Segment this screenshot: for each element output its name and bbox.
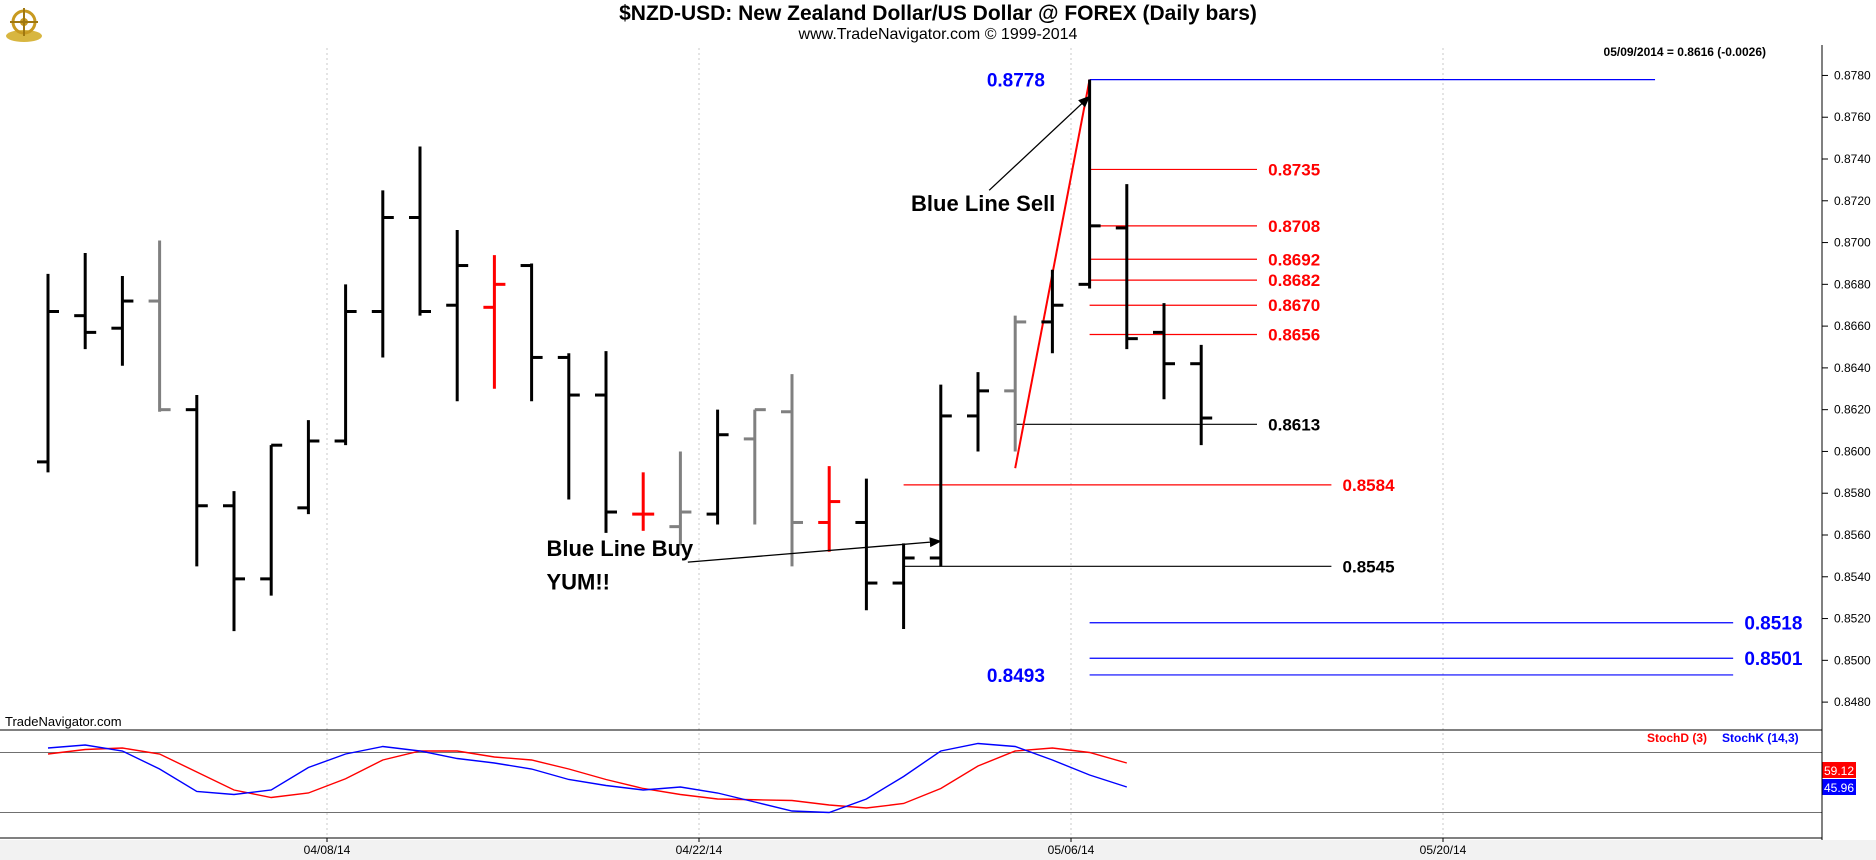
level-label: 0.8584 [1343,476,1396,495]
ohlc-bar [74,253,97,350]
annotation-arrow [687,537,942,563]
ohlc-bar [1153,303,1175,400]
level-label: 0.8656 [1268,325,1320,344]
level-label: 0.8682 [1268,271,1320,290]
stoch-d-value-badge [1822,762,1856,778]
ohlc-bar [818,466,841,552]
annotation-text: Blue Line Buy [546,536,693,561]
y-tick-label: 0.8600 [1834,444,1871,458]
level-label: 0.8778 [987,71,1045,92]
y-tick-label: 0.8660 [1834,319,1871,333]
level-label: 0.8493 [987,666,1045,687]
y-tick-label: 0.8700 [1834,236,1871,250]
level-label: 0.8708 [1268,217,1320,236]
y-tick-label: 0.8760 [1834,110,1871,124]
last-value-readout: 05/09/2014 = 0.8616 (-0.0026) [1604,45,1766,59]
y-tick-label: 0.8680 [1834,277,1871,291]
level-label: 0.8545 [1343,557,1395,576]
ohlc-bar [148,240,171,412]
panel-frame [0,45,1823,840]
ohlc-bars [37,79,1213,632]
stochastic-oscillator: StochD (3) StochK (14,3) 59.12 45.96 [0,731,1856,814]
chart-subtitle: www.TradeNavigator.com © 1999-2014 [798,26,1078,43]
y-tick-label: 0.8540 [1834,570,1871,584]
y-tick-label: 0.8740 [1834,152,1871,166]
ohlc-bar [1078,79,1101,289]
chart-title: $NZD-USD: New Zealand Dollar/US Dollar @… [619,2,1257,25]
x-tick-label: 05/20/14 [1420,843,1467,857]
stochastic-panel [0,730,1822,840]
annotation-arrow [988,95,1091,191]
x-tick-label: 04/22/14 [676,843,723,857]
ohlc-bar [669,451,692,546]
trade-navigator-logo-icon [2,2,46,46]
level-label: 0.8501 [1744,649,1803,670]
stoch-d-line [47,747,1127,809]
time-axis-strip [0,840,1876,860]
ohlc-bar [706,409,729,525]
ohlc-bar [855,478,878,611]
ohlc-bar [1004,315,1027,452]
y-tick-label: 0.8480 [1834,695,1871,709]
ohlc-bar [1041,269,1064,354]
stoch-k-value-badge [1822,779,1856,795]
ohlc-bar [37,273,59,473]
stoch-k-value: 45.96 [1824,781,1854,795]
x-tick-label: 04/08/14 [304,843,351,857]
y-tick-label: 0.8560 [1834,528,1871,542]
stoch-d-legend: StochD (3) [1647,731,1707,745]
ohlc-bar [260,443,283,596]
annotation-text: Blue Line Sell [911,191,1055,216]
stoch-k-legend: StochK (14,3) [1722,731,1799,745]
y-tick-label: 0.8720 [1834,194,1871,208]
ohlc-bar [409,146,431,316]
level-label: 0.8692 [1268,250,1320,269]
ohlc-bar [371,190,394,358]
ohlc-bar [892,543,915,629]
y-tick-label: 0.8520 [1834,612,1871,626]
ohlc-bar [743,408,766,525]
support-resistance-lines: 0.8778 0.8735 0.8708 0.8692 0.8682 0.8670 0.86… [903,71,1803,687]
watermark-label: TradeNavigator.com [5,714,122,729]
ohlc-bar [781,374,803,567]
ohlc-bar [595,351,617,533]
x-tick-label: 05/06/14 [1048,843,1095,857]
ohlc-bar [185,395,208,567]
ohlc-bar [520,263,543,402]
y-tick-label: 0.8780 [1834,68,1871,82]
level-label: 0.8735 [1268,160,1320,179]
ohlc-bar [967,372,989,452]
level-label: 0.8670 [1268,296,1320,315]
annotations: Blue Line Sell Blue Line Buy YUM!! [546,95,1091,594]
ohlc-bar [1115,184,1138,350]
y-tick-label: 0.8620 [1834,403,1871,417]
y-tick-label: 0.8580 [1834,486,1871,500]
ohlc-bar [297,420,320,515]
ohlc-bar [334,284,357,446]
y-tick-label: 0.8640 [1834,361,1871,375]
level-label: 0.8518 [1744,614,1802,635]
price-panel [0,45,1822,730]
ohlc-bar [446,230,469,402]
axes: 04/08/14 04/22/14 05/06/14 05/20/14 0.8780 0.… [304,68,1871,857]
ohlc-bar [1190,344,1213,446]
stoch-d-value: 59.12 [1824,764,1854,778]
y-tick-label: 0.8500 [1834,653,1871,667]
ohlc-bar [557,353,580,500]
ohlc-bar [111,275,134,366]
stoch-k-line [47,742,1128,814]
ohlc-bar [223,491,245,632]
ohlc-bar [483,255,506,389]
ohlc-bar [929,384,952,567]
ohlc-bar [632,472,655,531]
annotation-text: YUM!! [546,569,610,594]
level-label: 0.8613 [1268,415,1320,434]
